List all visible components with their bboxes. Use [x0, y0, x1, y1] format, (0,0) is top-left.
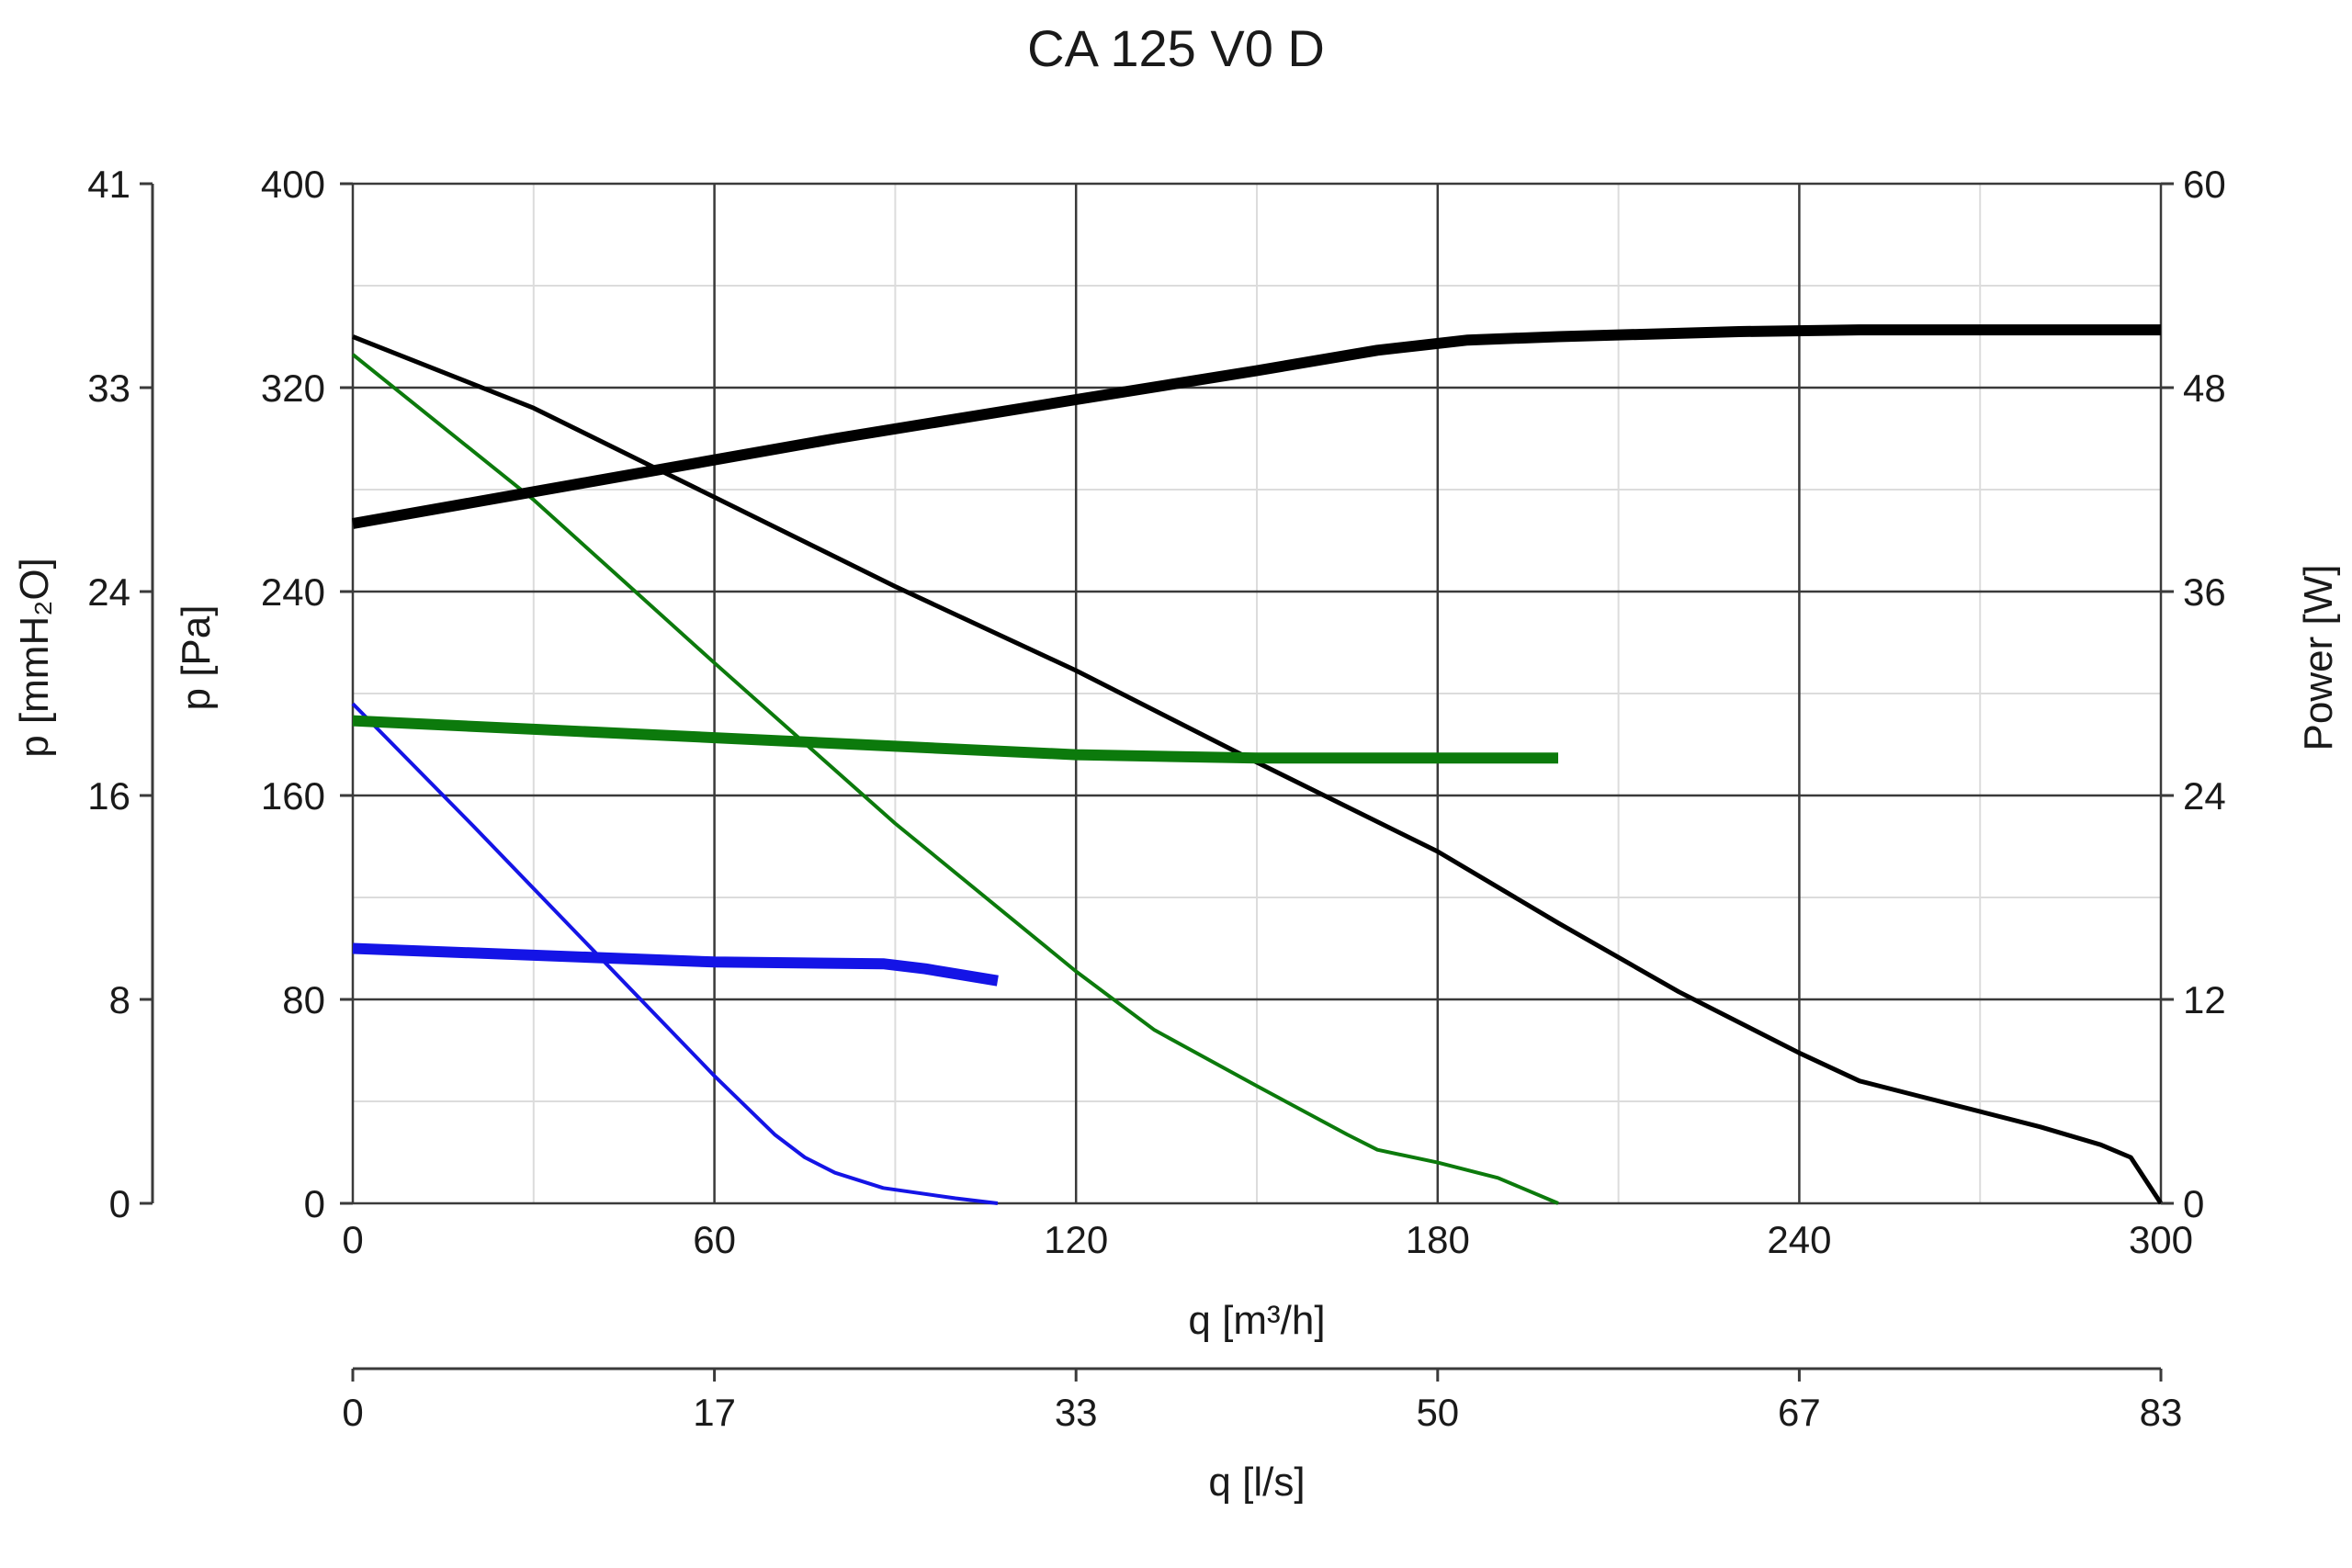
x-axis-label: q [m³/h]	[1188, 1298, 1325, 1343]
pressure-curve-3	[351, 702, 999, 1205]
power-curve-5	[352, 715, 1558, 764]
y-right-tick-label: 12	[2183, 978, 2226, 1021]
y-right-axis-label: Power [W]	[2296, 565, 2341, 751]
x-secondary-tick-label: 83	[2140, 1391, 2183, 1434]
x-secondary-axis-label: q [l/s]	[1208, 1460, 1305, 1505]
pressure-curve-1	[352, 334, 2164, 1205]
y-secondary-tick-label: 41	[87, 163, 130, 206]
chart-title: CA 125 V0 D	[1027, 19, 1325, 77]
y-tick-label: 400	[261, 163, 325, 206]
y-secondary-tick-label: 24	[87, 570, 130, 614]
x-secondary-tick-label: 0	[342, 1391, 363, 1434]
y-right-tick-label: 24	[2183, 774, 2226, 818]
power-curve-4	[351, 324, 2161, 529]
y-secondary-tick-label: 33	[87, 367, 130, 410]
y-secondary-axis-label: p [mmH₂O]	[12, 558, 57, 758]
y-right-tick-label: 60	[2183, 163, 2226, 206]
major-grid	[351, 182, 2163, 1205]
y-tick-label: 160	[261, 774, 325, 818]
y-secondary-tick-label: 0	[109, 1182, 130, 1225]
y-right-tick-label: 36	[2183, 570, 2226, 614]
axes-layer	[140, 182, 2174, 1382]
x-secondary-tick-label: 67	[1778, 1391, 1821, 1434]
y-tick-label: 240	[261, 570, 325, 614]
minor-grid	[353, 184, 2161, 1203]
y-right-tick-label: 48	[2183, 367, 2226, 410]
y-right-tick-label: 0	[2183, 1182, 2204, 1225]
x-tick-label: 60	[693, 1218, 736, 1261]
series-layer	[351, 324, 2164, 1205]
y-tick-label: 320	[261, 367, 325, 410]
x-secondary-tick-label: 17	[693, 1391, 736, 1434]
y-tick-label: 0	[304, 1182, 325, 1225]
y-tick-label: 80	[282, 978, 325, 1021]
power-curve-6	[352, 942, 999, 987]
y-axis-label: p [Pa]	[174, 605, 219, 711]
x-tick-label: 240	[1767, 1218, 1831, 1261]
x-secondary-tick-label: 50	[1416, 1391, 1459, 1434]
x-secondary-tick-label: 33	[1055, 1391, 1098, 1434]
x-tick-label: 120	[1044, 1218, 1108, 1261]
x-tick-label: 180	[1406, 1218, 1470, 1261]
y-secondary-tick-label: 8	[109, 978, 130, 1021]
pressure-curve-2	[351, 353, 1559, 1205]
x-tick-label: 300	[2129, 1218, 2193, 1261]
x-tick-label: 0	[342, 1218, 363, 1261]
y-secondary-tick-label: 16	[87, 774, 130, 818]
